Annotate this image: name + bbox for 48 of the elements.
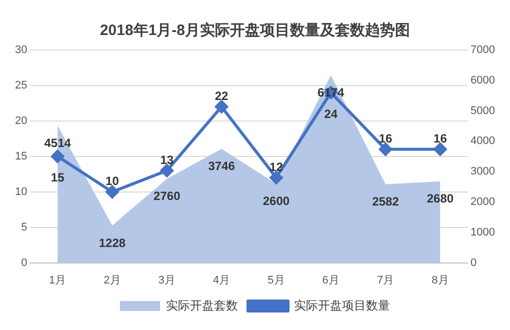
data-label: 2582 bbox=[372, 194, 400, 209]
y2-tick-label: 3000 bbox=[470, 166, 496, 178]
data-label: 16 bbox=[434, 132, 448, 146]
point bbox=[51, 150, 64, 163]
y-tick-label: 15 bbox=[14, 150, 28, 162]
y-tick-label: 25 bbox=[14, 80, 28, 92]
x-tick-label: 6月 bbox=[322, 274, 340, 286]
data-label: 1228 bbox=[98, 236, 126, 250]
x-tick-label: 5月 bbox=[268, 274, 285, 286]
y2-tick-label: 7000 bbox=[470, 44, 496, 56]
data-label: 13 bbox=[160, 152, 174, 167]
data-label: 3746 bbox=[208, 159, 236, 174]
data-label: 2760 bbox=[154, 189, 181, 204]
x-tick-label: 3月 bbox=[158, 274, 176, 286]
y2-tick-label: 0 bbox=[470, 256, 477, 269]
legend-label: 实际开盘套数 bbox=[166, 298, 238, 312]
x-tick-label: 7月 bbox=[376, 274, 394, 286]
point bbox=[434, 142, 447, 156]
point bbox=[106, 185, 119, 198]
y2-tick-label: 2000 bbox=[470, 196, 496, 208]
data-label: 4514 bbox=[44, 136, 72, 150]
y2-tick-label: 6000 bbox=[470, 74, 496, 86]
x-tick-label: 4月 bbox=[212, 274, 230, 286]
point bbox=[270, 171, 283, 184]
legend-label: 实际开盘项目数量 bbox=[294, 298, 390, 312]
data-label: 2680 bbox=[426, 192, 454, 206]
data-label: 22 bbox=[214, 89, 229, 104]
x-tick-label: 1月 bbox=[49, 274, 66, 286]
x-tick-label: 2月 bbox=[104, 274, 121, 286]
data-label: 2600 bbox=[262, 194, 290, 208]
point bbox=[215, 100, 228, 114]
y-tick-label: 0 bbox=[21, 256, 28, 269]
y-tick-label: 10 bbox=[14, 186, 28, 198]
x-tick-label: 8月 bbox=[432, 274, 449, 286]
data-label: 24 bbox=[324, 106, 338, 121]
data-label: 12 bbox=[270, 160, 284, 174]
y-tick-label: 30 bbox=[14, 44, 28, 56]
y-tick-label: 5 bbox=[21, 221, 28, 234]
data-label: 15 bbox=[50, 170, 65, 185]
y-tick-label: 20 bbox=[14, 114, 28, 127]
y2-tick-label: 4000 bbox=[470, 135, 496, 148]
data-label: 10 bbox=[106, 174, 120, 188]
point bbox=[379, 142, 392, 156]
y2-tick-label: 5000 bbox=[470, 104, 496, 117]
point bbox=[160, 164, 174, 178]
data-label: 16 bbox=[378, 132, 393, 146]
chart-title: 2018年1月-8月实际开盘项目数量及套数趋势图 bbox=[100, 21, 410, 40]
y2-tick-label: 1000 bbox=[470, 226, 496, 238]
